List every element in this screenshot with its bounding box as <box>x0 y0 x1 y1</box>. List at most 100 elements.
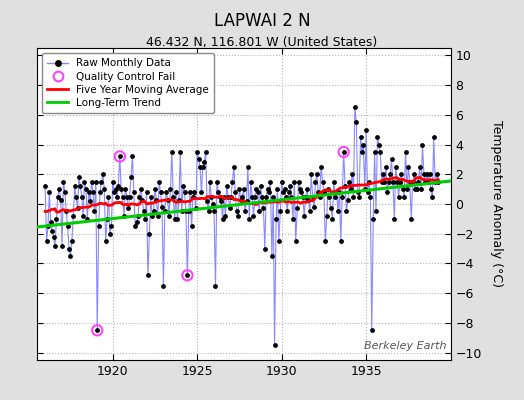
Point <box>116 153 124 160</box>
Point <box>380 178 389 185</box>
Point <box>51 242 59 249</box>
Point <box>245 216 254 222</box>
Point <box>149 208 158 215</box>
Point <box>121 186 129 192</box>
Point <box>73 205 82 212</box>
Point <box>258 193 266 200</box>
Point <box>232 208 241 215</box>
Point <box>161 208 169 215</box>
Point <box>139 208 148 215</box>
Point <box>152 196 160 203</box>
Point <box>350 193 358 200</box>
Point <box>407 216 416 222</box>
Point <box>96 189 104 195</box>
Point <box>319 178 327 185</box>
Point <box>345 178 354 185</box>
Point <box>351 104 359 111</box>
Point <box>395 193 403 200</box>
Point <box>182 208 190 215</box>
Point <box>116 153 124 160</box>
Point <box>108 178 117 185</box>
Point <box>251 193 259 200</box>
Point <box>297 189 305 195</box>
Point <box>170 216 179 222</box>
Point <box>78 193 86 200</box>
Point <box>390 216 399 222</box>
Point <box>57 196 65 203</box>
Point <box>249 213 258 219</box>
Point <box>331 193 340 200</box>
Point <box>156 189 165 195</box>
Point <box>320 189 328 195</box>
Point <box>62 208 70 215</box>
Point <box>204 208 213 215</box>
Point <box>269 193 277 200</box>
Point <box>399 186 407 192</box>
Point <box>244 164 252 170</box>
Point <box>420 171 428 178</box>
Point <box>128 153 137 160</box>
Point <box>147 193 155 200</box>
Point <box>314 189 323 195</box>
Point <box>300 213 308 219</box>
Point <box>68 238 76 244</box>
Point <box>434 178 442 185</box>
Text: Berkeley Earth: Berkeley Earth <box>364 341 446 351</box>
Point <box>221 213 230 219</box>
Point <box>307 171 315 178</box>
Point <box>266 178 275 185</box>
Point <box>410 171 418 178</box>
Point <box>61 189 69 195</box>
Point <box>42 238 51 244</box>
Point <box>361 186 369 192</box>
Point <box>97 178 105 185</box>
Point <box>373 134 381 140</box>
Point <box>44 223 52 230</box>
Point <box>238 193 246 200</box>
Point <box>424 178 432 185</box>
Point <box>385 178 393 185</box>
Point <box>199 164 207 170</box>
Point <box>376 149 385 155</box>
Point <box>401 149 410 155</box>
Point <box>80 178 89 185</box>
Point <box>183 272 192 278</box>
Point <box>180 189 189 195</box>
Point <box>275 238 283 244</box>
Point <box>184 208 193 215</box>
Point <box>127 174 135 180</box>
Point <box>190 189 199 195</box>
Point <box>224 193 232 200</box>
Point <box>125 193 134 200</box>
Point <box>421 178 430 185</box>
Point <box>340 149 348 155</box>
Text: LAPWAI 2 N: LAPWAI 2 N <box>214 12 310 30</box>
Point <box>425 171 434 178</box>
Point <box>48 228 57 234</box>
Text: 46.432 N, 116.801 W (United States): 46.432 N, 116.801 W (United States) <box>146 36 378 49</box>
Point <box>321 238 330 244</box>
Point <box>172 189 180 195</box>
Point <box>305 208 314 215</box>
Point <box>387 156 396 163</box>
Point <box>422 171 431 178</box>
Point <box>154 213 162 219</box>
Point <box>84 189 93 195</box>
Point <box>404 164 412 170</box>
Point <box>294 178 303 185</box>
Point <box>397 171 406 178</box>
Point <box>363 189 372 195</box>
Point <box>72 193 80 200</box>
Point <box>79 213 88 219</box>
Point <box>427 186 435 192</box>
Point <box>179 183 188 189</box>
Point <box>117 186 125 192</box>
Point <box>131 223 139 230</box>
Point <box>367 327 376 334</box>
Point <box>311 178 320 185</box>
Point <box>82 186 90 192</box>
Point <box>286 183 294 189</box>
Y-axis label: Temperature Anomaly (°C): Temperature Anomaly (°C) <box>490 120 503 288</box>
Point <box>330 178 338 185</box>
Point <box>100 186 108 192</box>
